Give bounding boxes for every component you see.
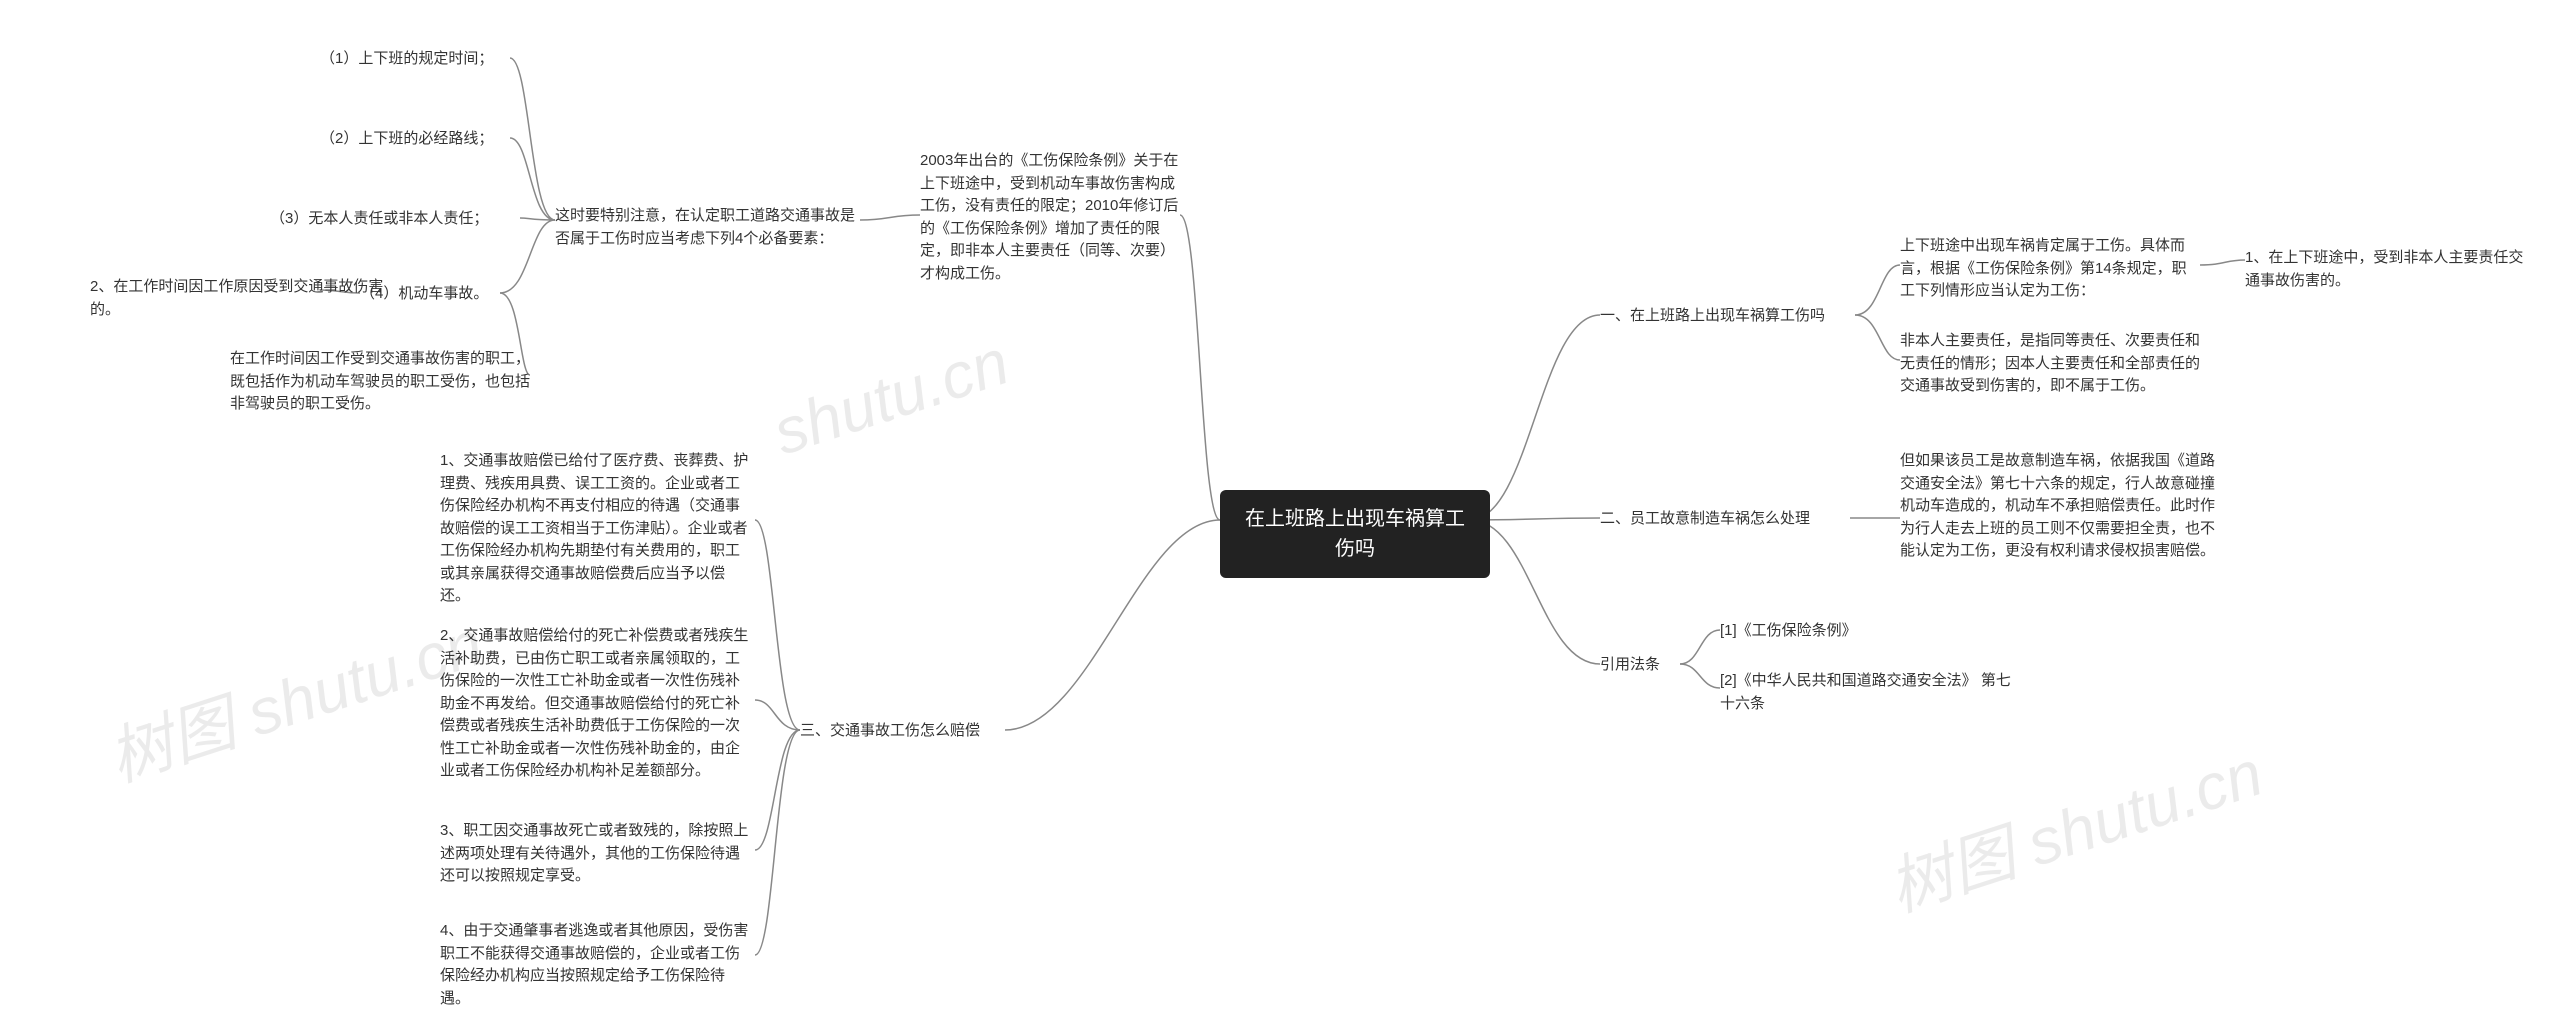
section-2-title: 二、员工故意制造车祸怎么处理 [1600,508,1810,531]
section-1-child-2: 非本人主要责任，是指同等责任、次要责任和无责任的情形；因本人主要责任和全部责任的… [1900,330,2200,398]
ref-1: [1]《工伤保险条例》 [1720,620,1857,643]
section-1-child-1: 上下班途中出现车祸肯定属于工伤。具体而言，根据《工伤保险条例》第14条规定，职工… [1900,235,2200,303]
section-3-p2: 2、交通事故赔偿给付的死亡补偿费或者残疾生活补助费，已由伤亡职工或者亲属领取的，… [440,625,750,783]
section-3-p3: 3、职工因交通事故死亡或者致残的，除按照上述两项处理有关待遇外，其他的工伤保险待… [440,820,750,888]
ref-2: [2]《中华人民共和国道路交通安全法》 第七十六条 [1720,670,2020,715]
section-3-p4: 4、由于交通肇事者逃逸或者其他原因，受伤害职工不能获得交通事故赔偿的，企业或者工… [440,920,750,1010]
watermark: 树图 shutu.cn [95,592,492,799]
root-node: 在上班路上出现车祸算工伤吗 [1220,490,1490,578]
left-chain-n1: 2003年出台的《工伤保险条例》关于在上下班途中，受到机动车事故伤害构成工伤，没… [920,150,1180,285]
left-note-2b: 在工作时间因工作受到交通事故伤害的职工，既包括作为机动车驾驶员的职工受伤，也包括… [230,348,530,416]
section-1-title: 一、在上班路上出现车祸算工伤吗 [1600,305,1825,328]
left-chain-n2: 这时要特别注意，在认定职工道路交通事故是否属于工伤时应当考虑下列4个必备要素： [555,205,855,250]
section-3-title: 三、交通事故工伤怎么赔偿 [800,720,980,743]
watermark: shutu.cn [764,324,1017,469]
section-1-child-1-leaf: 1、在上下班途中，受到非本人主要责任交通事故伤害的。 [2245,247,2525,292]
watermark: 树图 shutu.cn [1875,722,2272,929]
left-item-3: （3）无本人责任或非本人责任； [270,208,488,231]
left-item-2: （2）上下班的必经路线； [320,128,493,151]
section-2-child: 但如果该员工是故意制造车祸，依据我国《道路交通安全法》第七十六条的规定，行人故意… [1900,450,2220,563]
left-item-1: （1）上下班的规定时间； [320,48,493,71]
section-refs-title: 引用法条 [1600,654,1660,677]
left-note-2: 2、在工作时间因工作原因受到交通事故伤害的。 [90,276,390,321]
section-3-p1: 1、交通事故赔偿已给付了医疗费、丧葬费、护理费、残疾用具费、误工工资的。企业或者… [440,450,750,608]
